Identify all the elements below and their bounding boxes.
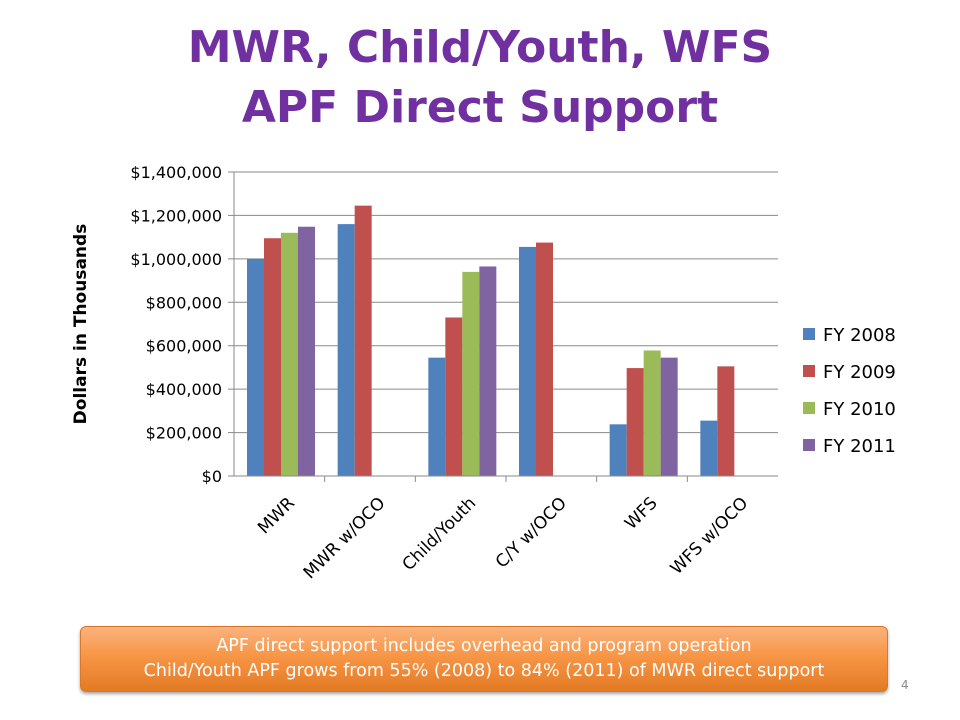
legend-label: FY 2009: [823, 362, 896, 383]
x-axis: [233, 172, 778, 482]
legend-label: FY 2010: [823, 399, 896, 420]
legend-swatch: [803, 365, 815, 377]
bar-chart: $0 $200,000 $400,000 $600,000 $800,000 $1,000…: [71, 163, 896, 583]
callout-box: APF direct support includes overhead and…: [80, 626, 888, 692]
x-tick-label: MWR w/OCO: [300, 493, 390, 583]
bar-fy-2009: [717, 366, 735, 476]
bar-fy-2008: [337, 224, 355, 476]
bar-fy-2010: [281, 232, 298, 476]
y-tick-label: $400,000: [146, 380, 222, 399]
bar-fy-2009: [445, 317, 463, 476]
slide-title-line1: MWR, Child/Youth, WFS: [187, 22, 773, 73]
x-tick-label: C/Y w/OCO: [492, 493, 571, 572]
legend-label: FY 2008: [823, 325, 896, 346]
bar-fy-2011: [660, 357, 678, 476]
callout-line2: Child/Youth APF grows from 55% (2008) to…: [143, 661, 825, 681]
bar-fy-2008: [519, 246, 536, 476]
callout-line1: APF direct support includes overhead and…: [216, 636, 752, 656]
x-tick-label: WFS w/OCO: [667, 493, 752, 578]
y-tick-label: $200,000: [146, 424, 222, 443]
y-tick-label: $1,400,000: [130, 163, 222, 182]
bar-fy-2008: [247, 258, 264, 476]
bar-fy-2011: [298, 226, 315, 476]
bar-fy-2008: [428, 357, 446, 476]
bar-fy-2009: [264, 238, 281, 476]
x-tick-label: Child/Youth: [399, 493, 481, 575]
legend-swatch: [803, 439, 815, 451]
bar-fy-2009: [354, 205, 372, 476]
legend-swatch: [803, 402, 815, 414]
y-tick-label: $0: [202, 467, 222, 486]
bar-fy-2010: [462, 271, 480, 476]
page-number: 4: [901, 678, 909, 692]
slide-title-line2: APF Direct Support: [241, 82, 719, 133]
legend-swatch: [803, 328, 815, 340]
x-axis-tick-labels: MWR MWR w/OCO Child/Youth C/Y w/OCO WFS WFS w…: [254, 493, 752, 583]
legend: FY 2008 FY 2009 FY 2010 FY 2011: [803, 325, 896, 457]
legend-label: FY 2011: [823, 436, 896, 457]
bar-fy-2008: [700, 420, 718, 476]
bar-fy-2011: [479, 266, 497, 476]
y-tick-label: $600,000: [146, 337, 222, 356]
bar-fy-2009: [626, 368, 644, 476]
bars: [247, 205, 735, 476]
bar-fy-2010: [643, 350, 661, 476]
y-axis-label: Dollars in Thousands: [71, 224, 91, 425]
y-axis-tick-labels: $0 $200,000 $400,000 $600,000 $800,000 $1,000…: [130, 163, 222, 486]
y-tick-label: $800,000: [146, 293, 222, 312]
x-tick-label: WFS: [621, 493, 661, 533]
y-tick-label: $1,200,000: [130, 206, 222, 225]
x-tick-label: MWR: [254, 493, 299, 538]
y-tick-label: $1,000,000: [130, 250, 222, 269]
bar-fy-2008: [609, 424, 627, 476]
bar-fy-2009: [536, 242, 553, 476]
